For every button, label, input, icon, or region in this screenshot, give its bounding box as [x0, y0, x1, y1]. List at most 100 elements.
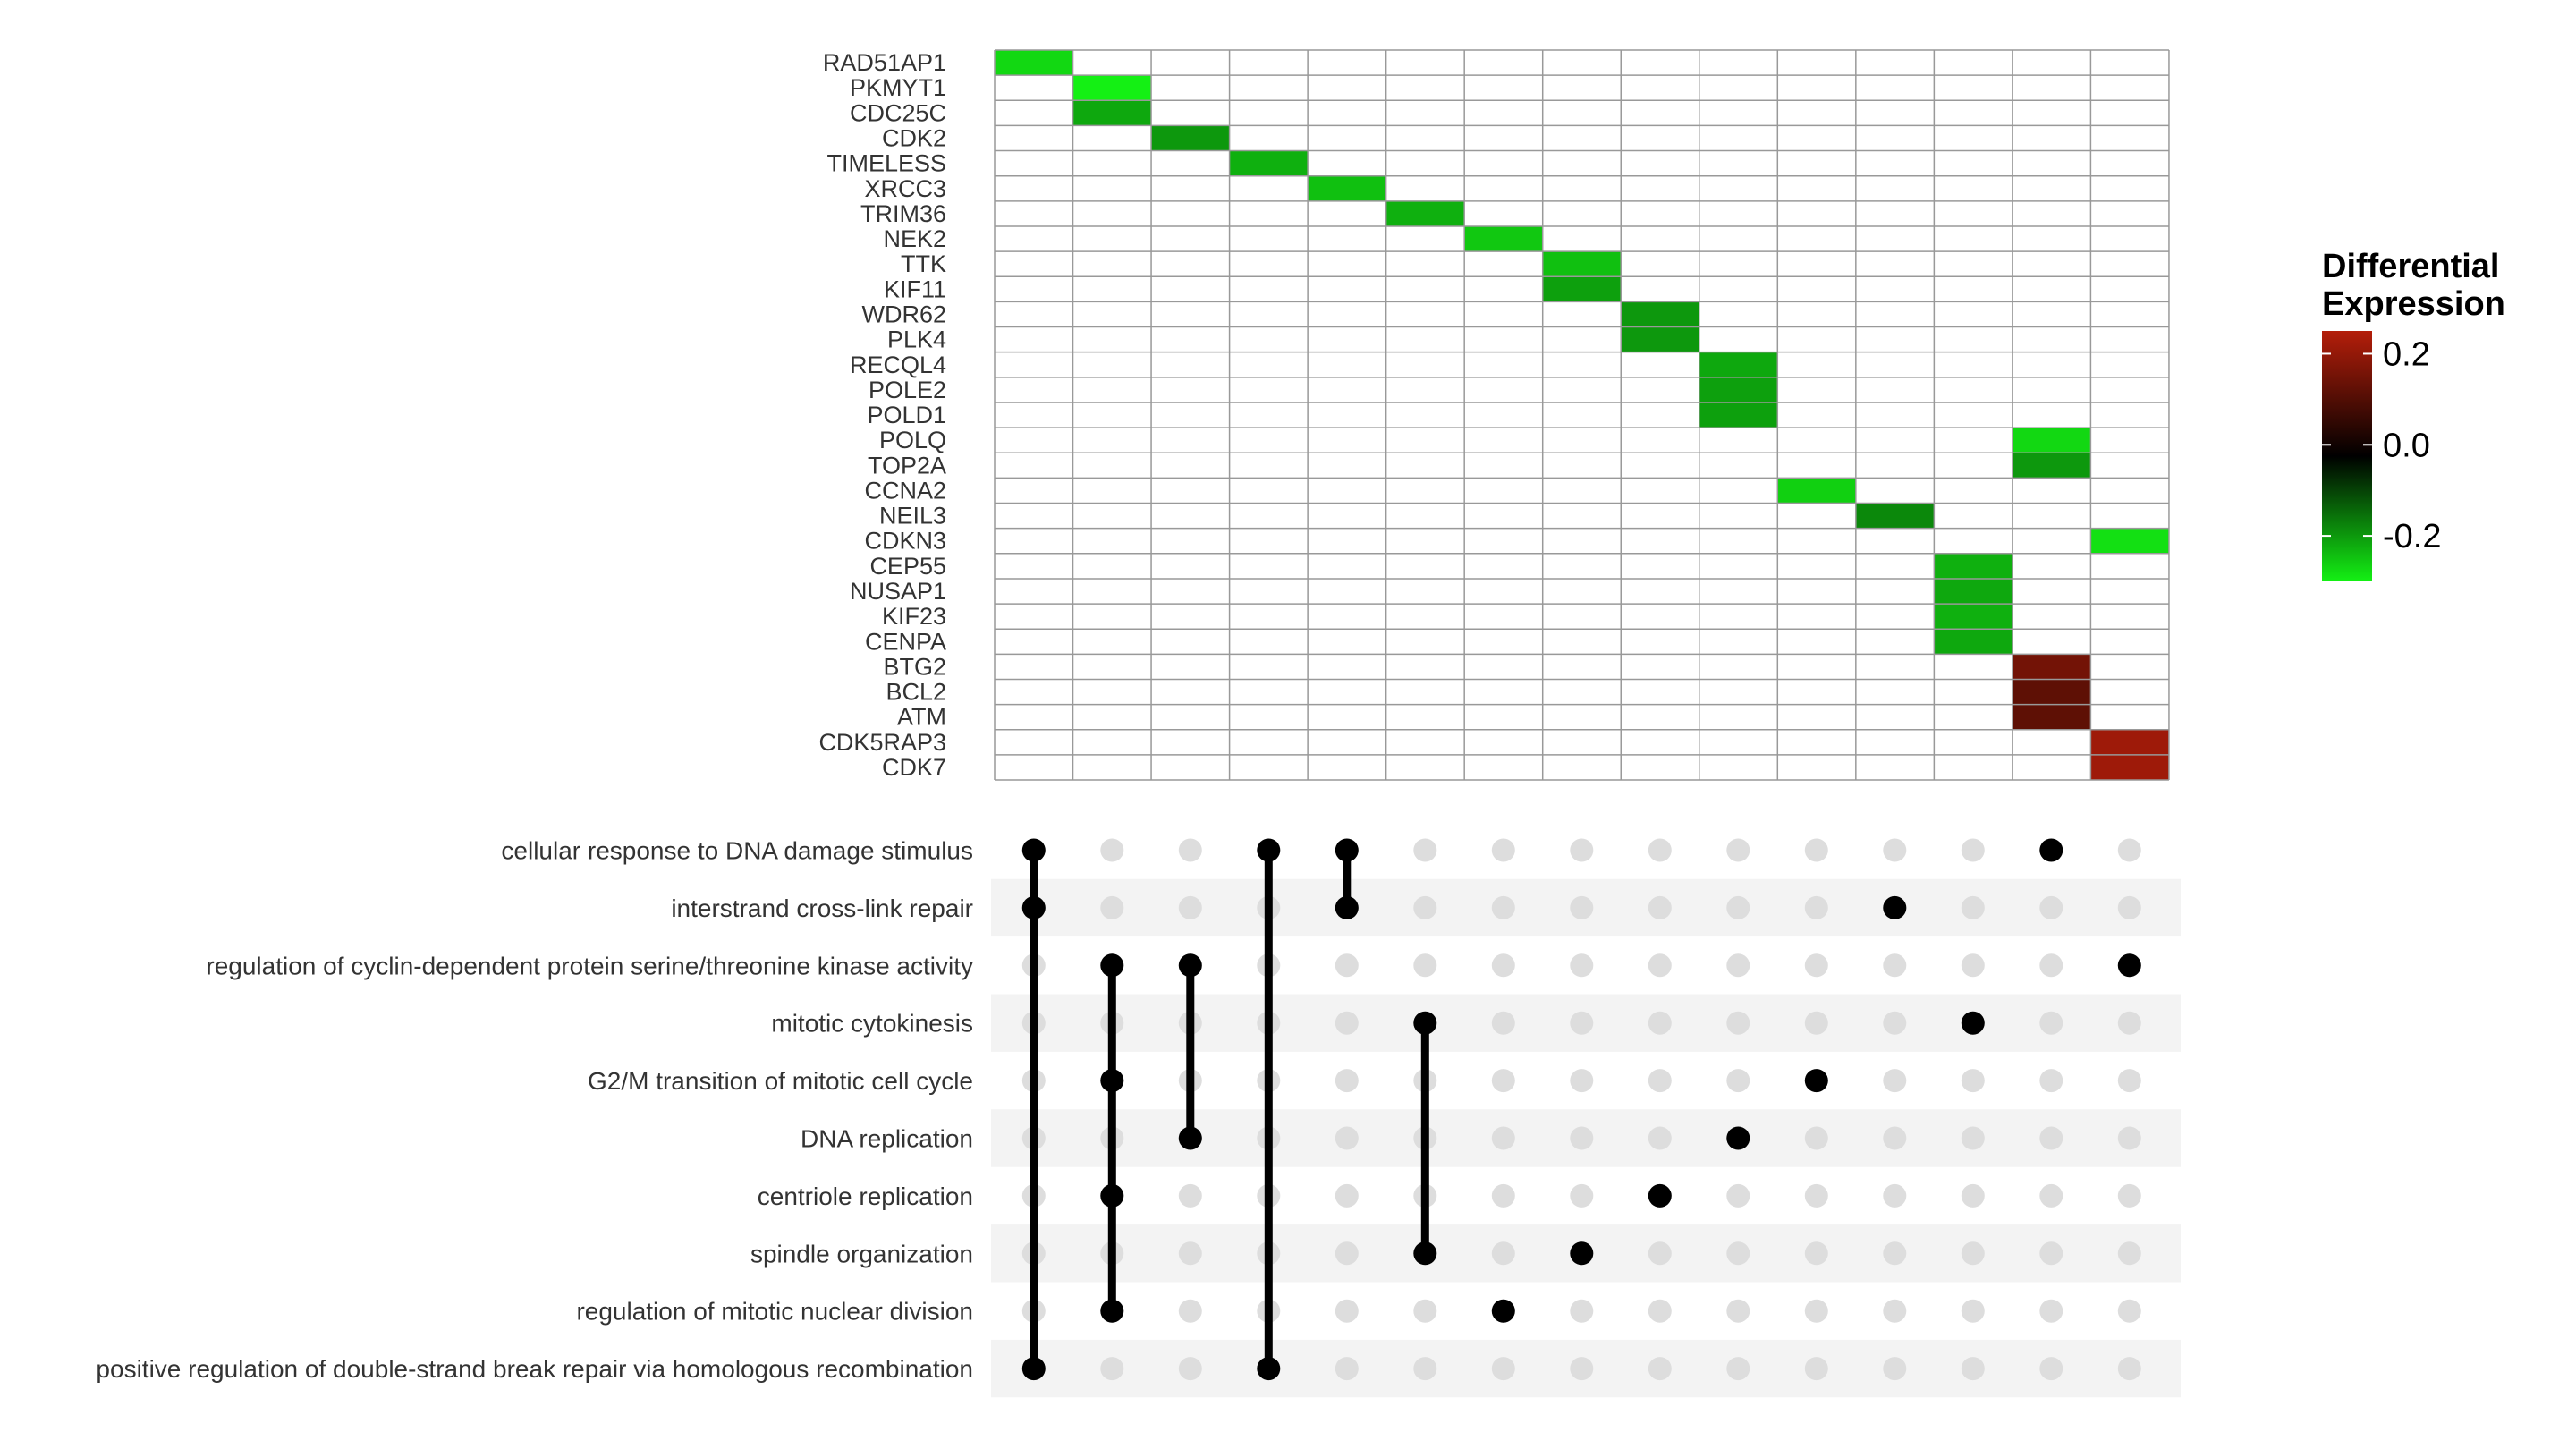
- inactive-dot: [1804, 953, 1828, 978]
- active-dot: [1021, 895, 1046, 919]
- term-label: spindle organization: [750, 1240, 973, 1267]
- gene-label: RAD51AP1: [823, 49, 946, 76]
- inactive-dot: [2117, 1299, 2141, 1323]
- gene-label: CDK7: [882, 754, 946, 781]
- inactive-dot: [2039, 1183, 2063, 1208]
- inactive-dot: [2039, 1011, 2063, 1035]
- gene-label: NEIL3: [879, 503, 946, 530]
- gene-label: TTK: [901, 250, 946, 277]
- gene-label: CCNA2: [864, 477, 946, 504]
- inactive-dot: [1491, 895, 1515, 919]
- heatmap-cell: [1855, 503, 1935, 529]
- heatmap-cell: [1621, 301, 1699, 327]
- gene-label: BTG2: [883, 653, 946, 680]
- heatmap-cell: [1072, 75, 1152, 101]
- active-dot: [1021, 1357, 1046, 1381]
- inactive-dot: [1335, 1069, 1359, 1093]
- inactive-dot: [1491, 838, 1515, 862]
- inactive-dot: [1570, 953, 1594, 978]
- inactive-dot: [1804, 1241, 1828, 1266]
- inactive-dot: [1961, 838, 1985, 862]
- term-label: mitotic cytokinesis: [771, 1010, 973, 1038]
- heatmap-cell: [1542, 276, 1622, 302]
- inactive-dot: [1804, 1183, 1828, 1208]
- inactive-dot: [1804, 895, 1828, 919]
- inactive-dot: [1883, 1299, 1907, 1323]
- inactive-dot: [1570, 1011, 1594, 1035]
- inactive-dot: [1804, 1357, 1828, 1381]
- inactive-dot: [1961, 1299, 1985, 1323]
- inactive-dot: [2039, 895, 2063, 919]
- inactive-dot: [1100, 895, 1124, 919]
- inactive-dot: [1726, 1069, 1750, 1093]
- term-label: regulation of mitotic nuclear division: [576, 1298, 973, 1326]
- gene-label: KIF11: [884, 275, 946, 302]
- heatmap-cell: [2012, 453, 2091, 479]
- legend-title-line-2: Expression: [2322, 285, 2505, 323]
- inactive-dot: [1648, 895, 1672, 919]
- inactive-dot: [1961, 1357, 1985, 1381]
- heatmap-cell: [1464, 225, 1543, 252]
- term-label: DNA replication: [801, 1125, 973, 1153]
- gene-label: RECQL4: [850, 352, 946, 378]
- gene-label: KIF23: [882, 603, 946, 630]
- active-dot: [1178, 953, 1202, 978]
- active-dot: [1804, 1069, 1828, 1093]
- inactive-dot: [1726, 1183, 1750, 1208]
- inactive-dot: [1804, 1299, 1828, 1323]
- inactive-dot: [1726, 1241, 1750, 1266]
- term-label: interstrand cross-link repair: [671, 894, 973, 922]
- active-dot: [1100, 953, 1124, 978]
- heatmap-cell: [1385, 200, 1465, 226]
- heatmap-cell: [2090, 528, 2169, 554]
- inactive-dot: [1883, 1011, 1907, 1035]
- inactive-dot: [1491, 953, 1515, 978]
- inactive-dot: [1335, 1126, 1359, 1150]
- heatmap-cell: [1934, 629, 2012, 655]
- inactive-dot: [1335, 1299, 1359, 1323]
- active-dot: [1021, 838, 1046, 862]
- term-matrix-panel: cellular response to DNA damage stimulus…: [96, 837, 2181, 1398]
- gene-label: CEP55: [869, 553, 946, 580]
- inactive-dot: [1648, 1011, 1672, 1035]
- inactive-dot: [2117, 895, 2141, 919]
- inactive-dot: [1961, 953, 1985, 978]
- active-dot: [1648, 1183, 1672, 1208]
- gene-label: CDK5RAP3: [818, 729, 946, 756]
- inactive-dot: [1570, 1126, 1594, 1150]
- inactive-dot: [1570, 1183, 1594, 1208]
- inactive-dot: [1961, 1126, 1985, 1150]
- inactive-dot: [2117, 1357, 2141, 1381]
- inactive-dot: [1491, 1069, 1515, 1093]
- legend-tick-label: 0.0: [2383, 427, 2430, 464]
- gene-label: POLD1: [867, 402, 946, 428]
- active-dot: [2117, 953, 2141, 978]
- gene-label: POLQ: [879, 427, 946, 453]
- inactive-dot: [1726, 1357, 1750, 1381]
- inactive-dot: [2117, 1183, 2141, 1208]
- active-dot: [1413, 1011, 1437, 1035]
- inactive-dot: [1883, 1126, 1907, 1150]
- heatmap-cell: [1777, 478, 1856, 504]
- heatmap-cell: [1699, 352, 1778, 377]
- inactive-dot: [1570, 1299, 1594, 1323]
- inactive-dot: [1726, 1299, 1750, 1323]
- inactive-dot: [1648, 953, 1672, 978]
- heatmap-cell: [1934, 553, 2012, 579]
- term-label: positive regulation of double-strand bre…: [96, 1355, 973, 1383]
- inactive-dot: [1570, 838, 1594, 862]
- inactive-dot: [1726, 953, 1750, 978]
- heatmap-cell: [1229, 150, 1309, 176]
- term-label: G2/M transition of mitotic cell cycle: [588, 1067, 973, 1095]
- inactive-dot: [1883, 1183, 1907, 1208]
- legend-tick-label: -0.2: [2383, 518, 2441, 555]
- inactive-dot: [2039, 1241, 2063, 1266]
- heatmap-cell: [1072, 100, 1152, 126]
- inactive-dot: [2039, 1357, 2063, 1381]
- gene-label: NEK2: [883, 225, 946, 252]
- inactive-dot: [1570, 895, 1594, 919]
- gene-label: TRIM36: [860, 200, 946, 227]
- heatmap-cell: [1308, 175, 1386, 201]
- inactive-dot: [1178, 838, 1202, 862]
- gene-label: POLE2: [869, 377, 946, 403]
